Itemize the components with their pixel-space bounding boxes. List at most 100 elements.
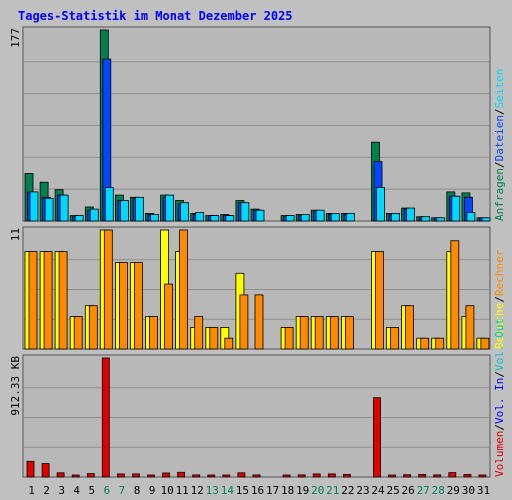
bar-rechner-day-24 (375, 251, 384, 350)
day-label-8: 8 (134, 484, 141, 497)
bar-rechner-day-28 (435, 337, 445, 350)
bar-volumen-day-12 (192, 474, 201, 478)
volume-ymax-label: 912.33 KB (9, 356, 22, 416)
bar-rechner-day-20 (314, 316, 324, 350)
bar-rechner-day-6 (103, 229, 113, 350)
day-label-13: 13 (206, 484, 219, 497)
bar-volumen-day-25 (388, 474, 396, 478)
day-label-21: 21 (326, 484, 339, 497)
bar-seiten-day-21 (330, 212, 340, 222)
bar-volumen-day-10 (162, 472, 171, 478)
legend-separator: / (493, 108, 506, 115)
bar-volumen-day-13 (207, 474, 216, 478)
bar-seiten-day-15 (240, 202, 250, 222)
bar-volumen-day-7 (117, 473, 125, 478)
bar-volumen-day-28 (433, 474, 442, 478)
bar-volumen-day-16 (252, 474, 261, 478)
visits-ymax-label: 11 (9, 228, 22, 241)
legend-separator: / (493, 371, 506, 378)
legend-vol_in: Vol. In (493, 378, 506, 424)
bar-seiten-day-27 (421, 216, 431, 222)
bar-volumen-day-18 (282, 474, 291, 478)
bar-volumen-day-21 (327, 473, 336, 478)
bar-volumen-day-29 (448, 472, 457, 478)
bar-rechner-day-15 (239, 294, 249, 350)
hits-panel-frame (22, 26, 491, 222)
day-label-31: 31 (477, 484, 490, 497)
bar-volumen-day-31 (478, 474, 487, 478)
bar-rechner-day-30 (465, 305, 475, 350)
legend-anfragen: Anfragen (493, 168, 506, 221)
bar-seiten-day-5 (89, 208, 99, 222)
bar-rechner-day-3 (58, 251, 68, 350)
bar-volumen-day-6 (101, 357, 110, 478)
bar-volumen-day-20 (312, 473, 321, 478)
legend-besuche: Besuche (493, 303, 506, 349)
day-label-28: 28 (432, 484, 445, 497)
bar-rechner-day-27 (420, 337, 430, 350)
bar-rechner-day-8 (134, 262, 143, 350)
day-label-5: 5 (88, 484, 95, 497)
visits-bars (24, 229, 490, 350)
volume-gridlines (24, 387, 489, 448)
bar-rechner-day-29 (450, 240, 460, 350)
bar-seiten-day-12 (195, 211, 205, 222)
legend-separator: / (493, 424, 506, 431)
day-label-6: 6 (104, 484, 111, 497)
day-axis-labels: 1 2 3 4 5 6 7 8 9 10 11 12 13 14 15 16 17 18 19 20 21 22 23 24 2… (28, 484, 490, 497)
day-label-27: 27 (417, 484, 430, 497)
bar-rechner-day-18 (284, 326, 294, 350)
bar-seiten-day-16 (255, 209, 265, 222)
bar-seiten-day-6 (104, 187, 114, 222)
day-label-9: 9 (149, 484, 156, 497)
bar-seiten-day-25 (391, 212, 400, 222)
bar-rechner-day-13 (209, 326, 219, 350)
bar-volumen-day-8 (132, 473, 140, 478)
bar-volumen-day-14 (222, 474, 231, 478)
bar-seiten-day-14 (225, 215, 235, 222)
bar-seiten-day-19 (300, 214, 310, 222)
chart-title: Tages-Statistik im Monat Dezember 2025 (18, 9, 293, 23)
bar-volumen-day-24 (373, 397, 381, 478)
bar-seiten-day-11 (180, 202, 190, 222)
bar-rechner-day-12 (194, 316, 204, 350)
bar-rechner-day-7 (119, 262, 128, 350)
bar-rechner-day-5 (88, 305, 98, 350)
legend-rechner: Rechner (493, 249, 506, 296)
bar-seiten-day-20 (315, 209, 325, 222)
day-label-17: 17 (266, 484, 279, 497)
legend-vol_out: Vol. Out (493, 318, 506, 371)
bar-rechner-day-1 (28, 251, 38, 350)
day-label-25: 25 (386, 484, 399, 497)
bar-seiten-day-18 (285, 215, 295, 222)
hits-panel: 177 (9, 26, 491, 222)
day-label-14: 14 (221, 484, 235, 497)
day-label-11: 11 (176, 484, 189, 497)
bar-volumen-day-22 (342, 473, 351, 478)
bar-seiten-day-8 (135, 196, 144, 222)
bar-volumen-day-4 (71, 474, 80, 478)
bar-rechner-day-31 (480, 337, 490, 350)
visits-panel: 11 (9, 226, 491, 350)
bar-rechner-day-4 (73, 316, 83, 350)
bar-volumen-day-26 (403, 474, 412, 478)
bar-rechner-day-9 (149, 316, 158, 350)
day-label-24: 24 (371, 484, 385, 497)
day-label-7: 7 (119, 484, 126, 497)
bar-volumen-day-11 (177, 471, 186, 478)
day-label-22: 22 (341, 484, 354, 497)
bar-seiten-day-4 (74, 215, 84, 222)
bar-seiten-day-31 (481, 217, 491, 222)
bar-seiten-day-28 (436, 217, 446, 222)
bar-volumen-day-5 (86, 473, 95, 478)
hits-bars (24, 29, 491, 222)
bar-seiten-day-13 (210, 215, 220, 222)
bar-seiten-day-24 (376, 187, 385, 222)
bar-seiten-day-3 (59, 194, 69, 222)
bar-volumen-day-2 (41, 463, 50, 478)
legend-separator: / (493, 161, 506, 168)
legend-visits: Besuche/Rechner (493, 249, 506, 349)
legend-dateien: Dateien (493, 115, 506, 161)
legend-volumen: Volumen (493, 431, 506, 477)
day-label-2: 2 (43, 484, 50, 497)
